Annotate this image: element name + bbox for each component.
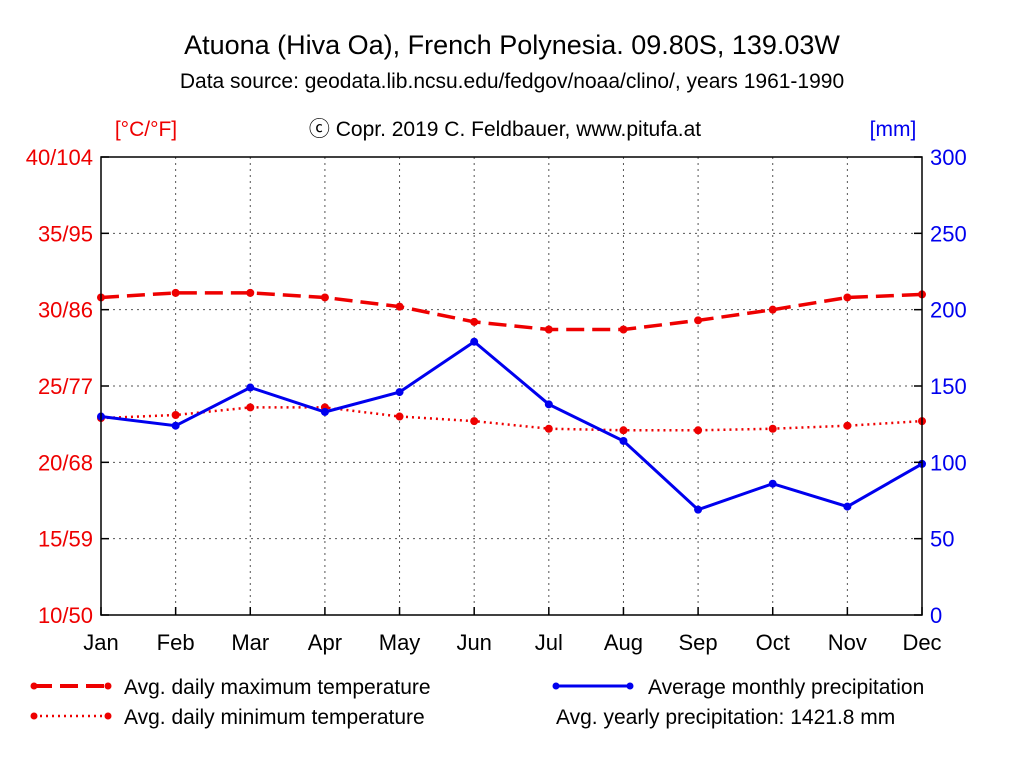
series-point xyxy=(246,383,255,392)
right-tick-label: 100 xyxy=(930,450,967,475)
legend-max-temp-label: Avg. daily maximum temperature xyxy=(124,676,431,699)
x-tick-label: Dec xyxy=(902,630,941,655)
series-point xyxy=(246,403,255,412)
legend-min-temp-marker-right xyxy=(104,712,112,720)
x-tick-label: Jan xyxy=(83,630,118,655)
x-tick-label: Oct xyxy=(756,630,790,655)
series-point xyxy=(694,316,703,325)
series-point xyxy=(544,400,553,409)
series-point xyxy=(395,412,404,421)
left-tick-label: 40/104 xyxy=(26,145,93,170)
left-tick-label: 35/95 xyxy=(38,221,93,246)
legend-min-temp-label: Avg. daily minimum temperature xyxy=(124,706,425,729)
series-layer xyxy=(97,288,926,514)
gridlines xyxy=(101,157,922,615)
left-axis-unit-label: [°C/°F] xyxy=(115,118,177,141)
series-point xyxy=(768,424,777,433)
series-point xyxy=(246,288,255,297)
copyright-notice: ⓒ Copr. 2019 C. Feldbauer, www.pitufa.at xyxy=(309,118,701,141)
series-point xyxy=(395,388,404,397)
x-tick-label: Nov xyxy=(828,630,867,655)
series-point xyxy=(619,325,628,334)
x-tick-label: Aug xyxy=(604,630,643,655)
x-tick-label: Apr xyxy=(308,630,342,655)
left-axis-ticks: 10/50 15/59 20/68 25/77 30/86 35/95 40/104 xyxy=(26,145,109,628)
series-point xyxy=(171,421,180,430)
legend-max-temp-marker-right xyxy=(104,682,112,690)
series-point xyxy=(470,417,479,426)
x-tick-label: Jun xyxy=(456,630,491,655)
right-tick-label: 300 xyxy=(930,145,967,170)
x-tick-label: Feb xyxy=(157,630,195,655)
x-axis-ticks: Jan Feb Mar Apr May Jun Jul Aug Sep Oct Nov Dec xyxy=(83,607,942,655)
left-tick-label: 25/77 xyxy=(38,374,93,399)
series-point xyxy=(694,505,703,514)
series-point xyxy=(843,421,852,430)
series-point xyxy=(768,305,777,314)
series-point xyxy=(171,288,180,297)
series-point xyxy=(544,424,553,433)
series-point xyxy=(694,426,703,435)
x-tick-label: Jul xyxy=(535,630,563,655)
x-tick-label: May xyxy=(379,630,421,655)
series-point xyxy=(768,479,777,488)
chart-title: Atuona (Hiva Oa), French Polynesia. 09.8… xyxy=(184,30,840,60)
left-tick-label: 20/68 xyxy=(38,450,93,475)
series-point xyxy=(544,325,553,334)
left-tick-label: 15/59 xyxy=(38,527,93,552)
series-point xyxy=(619,436,628,445)
chart-subtitle: Data source: geodata.lib.ncsu.edu/fedgov… xyxy=(180,70,844,93)
legend-max-temp-marker-left xyxy=(30,682,38,690)
series-line xyxy=(100,291,923,332)
right-tick-label: 50 xyxy=(930,527,954,552)
series-point xyxy=(470,337,479,346)
legend-precip-marker-right xyxy=(626,682,634,690)
legend-min-temp-marker-left xyxy=(30,712,38,720)
series-point xyxy=(619,426,628,435)
series-point xyxy=(171,411,180,420)
series-line xyxy=(100,339,923,512)
series-point xyxy=(843,502,852,511)
series-point xyxy=(395,302,404,311)
annual-precipitation-note: Avg. yearly precipitation: 1421.8 mm xyxy=(556,706,895,729)
right-tick-label: 200 xyxy=(930,298,967,323)
left-tick-label: 30/86 xyxy=(38,298,93,323)
legend: Avg. daily maximum temperature Avg. dail… xyxy=(30,676,924,729)
right-axis-unit-label: [mm] xyxy=(870,118,917,141)
right-tick-label: 0 xyxy=(930,603,942,628)
legend-precip-marker-left xyxy=(552,682,560,690)
series-line xyxy=(100,406,923,432)
right-tick-label: 150 xyxy=(930,374,967,399)
series-point xyxy=(320,407,329,416)
legend-precip-label: Average monthly precipitation xyxy=(648,676,924,699)
x-tick-label: Mar xyxy=(231,630,269,655)
left-tick-label: 10/50 xyxy=(38,603,93,628)
right-tick-label: 250 xyxy=(930,221,967,246)
series-point xyxy=(470,317,479,326)
x-tick-label: Sep xyxy=(679,630,718,655)
right-axis-ticks: 0 50 100 150 200 250 300 xyxy=(914,145,967,628)
series-point xyxy=(843,293,852,302)
series-point xyxy=(320,293,329,302)
